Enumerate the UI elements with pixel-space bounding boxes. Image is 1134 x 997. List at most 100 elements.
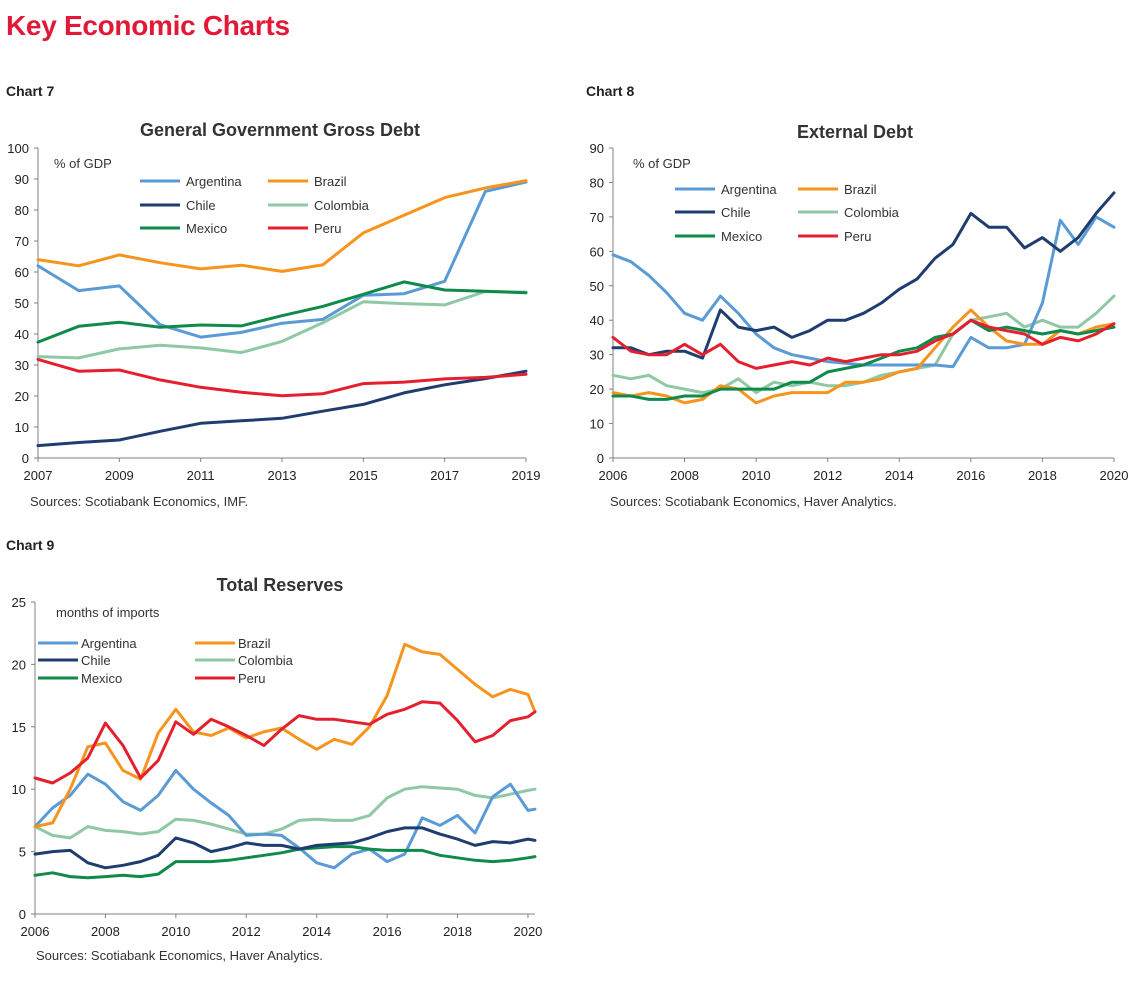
y-tick-label: 70 [590, 210, 604, 225]
x-tick-label: 2010 [161, 924, 190, 939]
legend-label-argentina: Argentina [721, 182, 777, 197]
x-tick-label: 2008 [91, 924, 120, 939]
x-tick-label: 2006 [21, 924, 50, 939]
legend-label-colombia: Colombia [238, 653, 294, 668]
series-line-chile [611, 191, 1116, 360]
legend-label-colombia: Colombia [314, 198, 370, 213]
series-line-argentina [36, 180, 528, 339]
series-line-peru [611, 318, 1116, 370]
chart-7-plot: 0 10 20 30 40 50 60 70 80 90 100 2007 2009 2011 2013 20… [7, 141, 541, 483]
chart-7-label: Chart 7 [6, 83, 55, 99]
x-tick-label: 2010 [742, 468, 771, 483]
y-tick-label: 5 [19, 845, 26, 860]
y-unit-label: % of GDP [633, 156, 691, 171]
chart-8-title: External Debt [796, 122, 914, 142]
series-line-brazil [611, 308, 1116, 405]
x-tick-label: 2006 [599, 468, 628, 483]
x-tick-label: 2015 [349, 468, 378, 483]
x-tick-label: 2009 [105, 468, 134, 483]
x-tick-label: 2013 [268, 468, 297, 483]
y-tick-label: 25 [12, 595, 26, 610]
series-line-peru [33, 700, 537, 785]
y-tick-label: 0 [597, 451, 604, 466]
y-tick-label: 40 [15, 327, 29, 342]
x-tick-label: 2019 [512, 468, 541, 483]
legend-label-peru: Peru [314, 221, 341, 236]
x-tick-label: 2007 [24, 468, 53, 483]
y-tick-label: 10 [12, 782, 26, 797]
y-unit-label: % of GDP [54, 156, 112, 171]
y-tick-label: 70 [15, 234, 29, 249]
y-tick-label: 20 [590, 382, 604, 397]
y-tick-label: 0 [22, 451, 29, 466]
y-tick-label: 20 [12, 657, 26, 672]
legend-label-colombia: Colombia [844, 205, 900, 220]
x-tick-label: 2018 [1028, 468, 1057, 483]
legend-label-brazil: Brazil [238, 636, 271, 651]
y-unit-label: months of imports [56, 605, 160, 620]
series-line-mexico [36, 280, 528, 344]
y-tick-label: 20 [15, 389, 29, 404]
chart-9-source: Sources: Scotiabank Economics, Haver Ana… [36, 948, 323, 963]
series-line-chile [33, 826, 537, 870]
x-tick-label: 2020 [1100, 468, 1129, 483]
chart-9-label: Chart 9 [6, 537, 55, 553]
series-line-brazil [33, 642, 537, 829]
y-tick-label: 30 [15, 358, 29, 373]
series-line-mexico [611, 318, 1116, 401]
chart-9-title: Total Reserves [216, 575, 344, 595]
series-line-colombia [33, 785, 537, 840]
chart-8-plot: 0 10 20 30 40 50 60 70 80 90 2006 2008 2010 2012 2014 2… [590, 141, 1129, 483]
y-tick-label: 50 [15, 296, 29, 311]
legend-label-mexico: Mexico [186, 221, 227, 236]
legend-label-chile: Chile [186, 198, 216, 213]
series-line-brazil [36, 179, 528, 273]
series-line-peru [36, 357, 528, 398]
y-tick-label: 100 [7, 141, 29, 156]
y-tick-label: 60 [590, 244, 604, 259]
chart-8-label: Chart 8 [586, 83, 635, 99]
x-tick-label: 2016 [956, 468, 985, 483]
x-tick-label: 2012 [813, 468, 842, 483]
y-tick-label: 15 [12, 720, 26, 735]
x-tick-label: 2012 [232, 924, 261, 939]
x-tick-label: 2008 [670, 468, 699, 483]
legend-label-mexico: Mexico [721, 229, 762, 244]
x-tick-label: 2011 [187, 468, 215, 483]
legend-label-chile: Chile [721, 205, 751, 220]
legend-label-brazil: Brazil [314, 174, 347, 189]
y-tick-label: 90 [590, 141, 604, 156]
page-title: Key Economic Charts [6, 10, 290, 41]
y-tick-label: 0 [19, 907, 26, 922]
x-tick-label: 2020 [513, 924, 542, 939]
y-tick-label: 90 [15, 172, 29, 187]
series-line-colombia [36, 290, 528, 360]
y-tick-label: 60 [15, 265, 29, 280]
legend-label-argentina: Argentina [186, 174, 242, 189]
legend-label-chile: Chile [81, 653, 111, 668]
y-tick-label: 80 [590, 175, 604, 190]
x-tick-label: 2014 [885, 468, 914, 483]
y-tick-label: 10 [15, 420, 29, 435]
x-tick-label: 2016 [373, 924, 402, 939]
chart-8-source: Sources: Scotiabank Economics, Haver Ana… [610, 494, 897, 509]
y-tick-label: 80 [15, 203, 29, 218]
chart-9-plot: 0 5 10 15 20 25 2006 2008 2010 2012 2014 2016 2018 20… [12, 595, 543, 939]
x-tick-label: 2014 [302, 924, 331, 939]
x-tick-label: 2017 [430, 468, 459, 483]
y-tick-label: 50 [590, 279, 604, 294]
series-line-mexico [33, 845, 537, 880]
legend-label-brazil: Brazil [844, 182, 877, 197]
chart-7-source: Sources: Scotiabank Economics, IMF. [30, 494, 249, 509]
series-line-chile [36, 369, 528, 448]
legend-label-peru: Peru [844, 229, 871, 244]
y-tick-label: 30 [590, 348, 604, 363]
legend-label-mexico: Mexico [81, 671, 122, 686]
series-line-argentina [33, 769, 537, 870]
y-tick-label: 10 [590, 417, 604, 432]
legend-label-argentina: Argentina [81, 636, 137, 651]
chart-7-title: General Government Gross Debt [139, 120, 421, 140]
x-tick-label: 2018 [443, 924, 472, 939]
legend-label-peru: Peru [238, 671, 265, 686]
y-tick-label: 40 [590, 313, 604, 328]
